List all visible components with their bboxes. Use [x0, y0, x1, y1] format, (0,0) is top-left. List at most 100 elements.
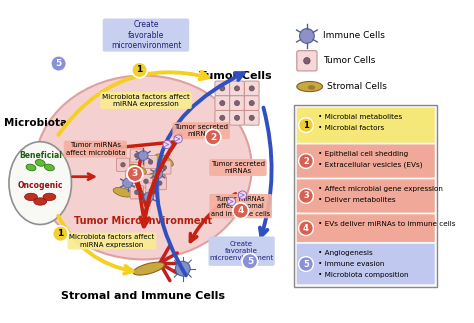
Ellipse shape [43, 193, 56, 201]
Text: • Angiogenesis: • Angiogenesis [318, 250, 373, 256]
Circle shape [249, 100, 254, 106]
Ellipse shape [145, 172, 165, 181]
FancyBboxPatch shape [229, 110, 245, 125]
Circle shape [175, 261, 190, 276]
Text: 5: 5 [55, 59, 62, 68]
Text: Stromal and Immune Cells: Stromal and Immune Cells [61, 291, 225, 301]
Text: 4: 4 [237, 206, 244, 215]
Text: 5: 5 [303, 260, 309, 268]
Ellipse shape [34, 198, 46, 205]
Ellipse shape [9, 142, 72, 224]
Circle shape [299, 221, 313, 235]
Text: Oncogenic: Oncogenic [18, 182, 63, 190]
FancyBboxPatch shape [294, 105, 438, 287]
Text: 3: 3 [303, 192, 309, 201]
Text: Microbiota factors affect
miRNA expression: Microbiota factors affect miRNA expressi… [69, 234, 155, 248]
Circle shape [235, 100, 239, 106]
Text: • Microbial metabolites: • Microbial metabolites [318, 114, 402, 120]
Text: 3: 3 [132, 170, 138, 178]
FancyBboxPatch shape [130, 186, 144, 199]
FancyBboxPatch shape [130, 149, 144, 162]
Circle shape [127, 166, 143, 182]
Text: Microbiota: Microbiota [4, 118, 67, 128]
Ellipse shape [35, 76, 252, 259]
Circle shape [53, 226, 68, 242]
FancyBboxPatch shape [297, 180, 435, 213]
Circle shape [150, 187, 155, 192]
Circle shape [299, 257, 313, 271]
FancyBboxPatch shape [297, 214, 435, 242]
FancyBboxPatch shape [229, 96, 245, 110]
Text: Create
favorable
microenvironment: Create favorable microenvironment [210, 241, 273, 261]
FancyBboxPatch shape [146, 183, 159, 196]
Circle shape [299, 118, 313, 132]
Circle shape [228, 197, 236, 206]
Text: 2: 2 [303, 157, 309, 166]
Text: • Affect microbial gene expression: • Affect microbial gene expression [318, 186, 443, 192]
Circle shape [299, 189, 313, 203]
Circle shape [220, 100, 225, 106]
FancyBboxPatch shape [215, 81, 229, 96]
Ellipse shape [127, 164, 146, 174]
Text: Tumor secreted
miRNAs: Tumor secreted miRNAs [174, 124, 228, 138]
Ellipse shape [45, 164, 55, 171]
Text: Tumor miRNAs
affect microbiota: Tumor miRNAs affect microbiota [65, 142, 125, 156]
Circle shape [233, 203, 248, 219]
Text: 4: 4 [303, 224, 309, 233]
FancyBboxPatch shape [144, 155, 157, 169]
Circle shape [235, 86, 239, 91]
Circle shape [220, 86, 225, 91]
Circle shape [51, 56, 66, 71]
Text: 1: 1 [57, 229, 64, 238]
Text: Stromal Cells: Stromal Cells [327, 82, 387, 91]
Text: Microbiota factors affect
miRNA expression: Microbiota factors affect miRNA expressi… [102, 94, 190, 107]
Text: Tumor miRNAs
affect stromal
and immune cells: Tumor miRNAs affect stromal and immune c… [211, 196, 270, 217]
Ellipse shape [35, 160, 45, 166]
Circle shape [144, 192, 154, 202]
Circle shape [299, 154, 313, 168]
FancyBboxPatch shape [245, 81, 259, 96]
FancyBboxPatch shape [297, 244, 435, 284]
Circle shape [238, 191, 246, 199]
Ellipse shape [133, 262, 164, 275]
Circle shape [300, 29, 314, 43]
Circle shape [135, 153, 139, 158]
FancyBboxPatch shape [126, 170, 139, 183]
Text: Tumor Cells: Tumor Cells [199, 70, 272, 80]
Text: • Microbiota composition: • Microbiota composition [318, 272, 409, 278]
FancyBboxPatch shape [139, 175, 153, 188]
Circle shape [174, 135, 182, 143]
Text: • Immune evasion: • Immune evasion [318, 261, 384, 267]
Ellipse shape [26, 164, 36, 171]
Circle shape [157, 181, 162, 185]
Text: 1: 1 [303, 121, 309, 130]
Text: Create
favorable
microenvironment: Create favorable microenvironment [111, 20, 181, 50]
Text: • EVs deliver miRNAs to immune cells: • EVs deliver miRNAs to immune cells [318, 221, 456, 226]
Text: • Deliver metabolites: • Deliver metabolites [318, 197, 396, 203]
FancyBboxPatch shape [158, 161, 171, 174]
Text: Immune Cells: Immune Cells [323, 31, 385, 40]
FancyBboxPatch shape [209, 236, 275, 266]
Circle shape [132, 62, 147, 78]
Circle shape [242, 254, 258, 269]
Text: 1: 1 [137, 66, 143, 75]
FancyBboxPatch shape [116, 158, 129, 171]
Text: Beneficial: Beneficial [19, 151, 62, 160]
Circle shape [249, 115, 254, 120]
Circle shape [153, 169, 163, 179]
Text: 5: 5 [247, 257, 253, 266]
Text: Tumor Cells: Tumor Cells [323, 56, 376, 65]
Ellipse shape [308, 85, 315, 90]
Circle shape [135, 190, 139, 194]
Circle shape [144, 179, 148, 183]
FancyBboxPatch shape [215, 110, 229, 125]
Text: • Microbial factors: • Microbial factors [318, 125, 384, 131]
Circle shape [163, 141, 171, 149]
FancyBboxPatch shape [245, 110, 259, 125]
FancyBboxPatch shape [297, 51, 317, 71]
FancyBboxPatch shape [229, 81, 245, 96]
Circle shape [162, 165, 167, 170]
Circle shape [123, 178, 132, 188]
Circle shape [130, 174, 135, 179]
FancyBboxPatch shape [103, 18, 189, 52]
